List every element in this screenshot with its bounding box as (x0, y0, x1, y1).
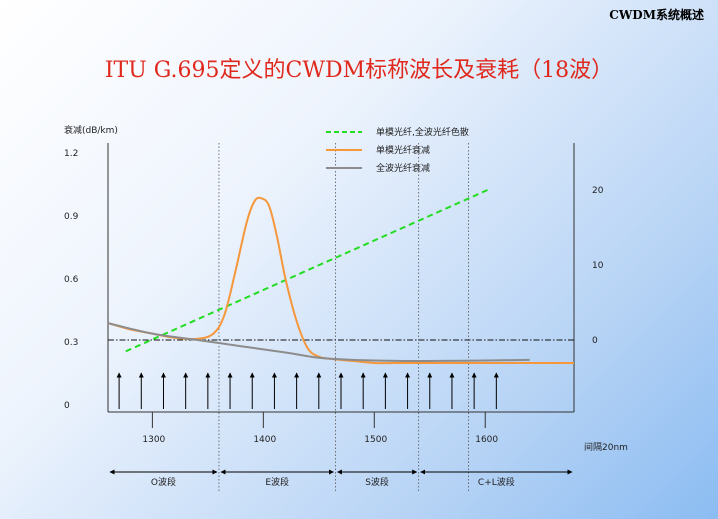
band-label: E波段 (265, 476, 289, 488)
series-line (107, 322, 530, 363)
y-tick-label: 0.9 (64, 212, 79, 222)
band-label: S波段 (365, 476, 389, 488)
legend-label: 全波光纤衰减 (376, 162, 430, 174)
series-line (107, 196, 574, 365)
y-tick-label: 0.3 (64, 338, 78, 348)
series-line (125, 189, 488, 353)
y-tick-label: 0 (64, 401, 70, 411)
slide-title: ITU G.695定义的CWDM标称波长及衰耗（18波） (104, 58, 614, 83)
header-tag: CWDM系统概述 (609, 8, 704, 22)
y2-tick-label: 20 (592, 186, 604, 196)
y-axis-label: 衰减(dB/km) (64, 124, 118, 136)
y2-tick-label: 10 (592, 261, 604, 271)
x-tick-label: 1500 (364, 435, 387, 445)
legend-label: 单模光纤衰减 (376, 144, 430, 156)
y2-tick-label: 0 (592, 336, 598, 346)
band-label: O波段 (151, 476, 176, 488)
x-tick-label: 1300 (142, 435, 165, 445)
band-label: C+L波段 (478, 476, 515, 488)
x-tick-label: 1400 (253, 435, 276, 445)
x-tick-label: 1600 (475, 435, 498, 445)
y-tick-label: 1.2 (64, 149, 78, 159)
spacing-label: 间隔20nm (584, 441, 628, 453)
y-tick-label: 0.6 (64, 275, 79, 285)
legend-label: 单模光纤,全波光纤色散 (376, 126, 469, 138)
